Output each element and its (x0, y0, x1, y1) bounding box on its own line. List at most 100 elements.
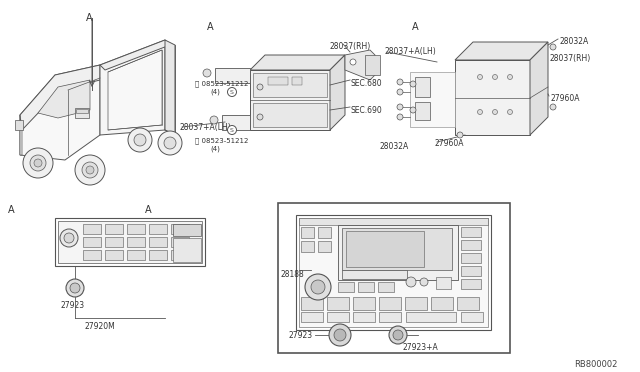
Bar (105, 237, 123, 247)
Bar (436, 277, 451, 289)
Bar (15, 120, 23, 130)
Bar (405, 297, 427, 310)
Bar (76, 109, 88, 113)
Bar (301, 297, 323, 310)
Text: A: A (412, 22, 419, 32)
Polygon shape (38, 80, 90, 118)
Circle shape (457, 132, 463, 138)
Bar (431, 297, 453, 310)
Circle shape (493, 74, 497, 80)
Bar (299, 218, 488, 327)
Bar (127, 250, 145, 260)
Text: A: A (145, 205, 152, 215)
Circle shape (227, 87, 237, 96)
Text: 28032A: 28032A (380, 142, 409, 151)
Bar (253, 73, 327, 97)
Circle shape (393, 330, 403, 340)
Bar (358, 282, 374, 292)
Circle shape (305, 274, 331, 300)
Circle shape (66, 279, 84, 297)
Circle shape (397, 79, 403, 85)
Bar (55, 218, 205, 266)
Bar (171, 224, 189, 234)
Circle shape (508, 74, 513, 80)
Bar (173, 238, 201, 262)
Circle shape (397, 114, 403, 120)
Circle shape (30, 155, 46, 171)
Bar (378, 282, 394, 292)
Polygon shape (108, 50, 162, 130)
Circle shape (420, 278, 428, 286)
Circle shape (550, 104, 556, 110)
Bar (222, 115, 250, 130)
Text: 28037+A(LH): 28037+A(LH) (385, 47, 436, 56)
Bar (338, 282, 354, 292)
Text: 28037(RH): 28037(RH) (330, 42, 371, 51)
Text: SEC.690: SEC.690 (351, 106, 383, 115)
Bar (105, 250, 123, 260)
Bar (292, 77, 302, 85)
Circle shape (210, 116, 218, 124)
Circle shape (397, 104, 403, 110)
Circle shape (128, 128, 152, 152)
Circle shape (334, 329, 346, 341)
Bar (461, 279, 481, 289)
Polygon shape (455, 42, 548, 60)
Circle shape (410, 81, 416, 87)
Bar (410, 72, 455, 127)
Bar (415, 102, 430, 120)
Bar (379, 297, 401, 310)
Bar (296, 215, 491, 330)
Bar (299, 218, 488, 225)
Circle shape (70, 283, 80, 293)
Bar (342, 270, 407, 279)
Polygon shape (100, 40, 165, 135)
Bar (461, 253, 481, 263)
Bar (83, 237, 101, 247)
Bar (215, 68, 250, 83)
Circle shape (550, 44, 556, 50)
Circle shape (82, 162, 98, 178)
Bar (365, 55, 380, 75)
Bar (353, 297, 375, 310)
Text: A: A (86, 13, 92, 23)
Circle shape (23, 148, 53, 178)
Bar (149, 237, 167, 247)
Text: RB800002: RB800002 (575, 360, 618, 369)
Text: A: A (207, 22, 214, 32)
Circle shape (311, 280, 325, 294)
Bar (149, 250, 167, 260)
Text: 28037+A(LH): 28037+A(LH) (180, 123, 232, 132)
Text: 28188: 28188 (281, 270, 305, 279)
Text: 27960A: 27960A (551, 94, 580, 103)
Text: S: S (230, 128, 234, 132)
Bar (455, 60, 530, 135)
Circle shape (164, 137, 176, 149)
Circle shape (227, 125, 237, 135)
Bar (461, 312, 483, 322)
Circle shape (257, 114, 263, 120)
Bar (338, 225, 458, 280)
Polygon shape (100, 40, 170, 70)
Bar (127, 237, 145, 247)
Bar (318, 227, 331, 238)
Circle shape (60, 229, 78, 247)
Circle shape (508, 109, 513, 115)
Bar (278, 203, 510, 353)
Text: 27960A: 27960A (435, 139, 465, 148)
Text: 27923: 27923 (61, 301, 85, 310)
Polygon shape (530, 42, 548, 135)
Bar (327, 312, 349, 322)
Circle shape (203, 69, 211, 77)
Bar (327, 297, 349, 310)
Bar (318, 241, 331, 252)
Circle shape (134, 134, 146, 146)
Bar (83, 224, 101, 234)
Circle shape (34, 159, 42, 167)
Bar (171, 250, 189, 260)
Text: (4): (4) (210, 145, 220, 151)
Bar (173, 224, 201, 236)
Bar (250, 70, 330, 130)
Bar (253, 103, 327, 127)
Bar (301, 241, 314, 252)
